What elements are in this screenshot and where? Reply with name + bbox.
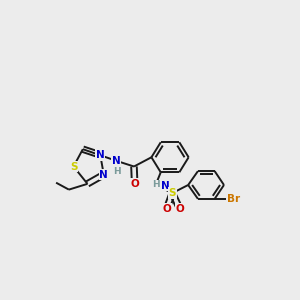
Text: N: N [112, 156, 121, 166]
Text: Br: Br [227, 194, 240, 204]
Text: N: N [99, 169, 108, 180]
Text: O: O [162, 204, 171, 214]
Text: S: S [70, 161, 77, 172]
Text: H: H [152, 181, 159, 190]
Text: N: N [96, 150, 105, 160]
Text: O: O [130, 179, 139, 189]
Text: S: S [169, 188, 176, 198]
Text: H: H [113, 167, 121, 176]
Text: O: O [176, 204, 184, 214]
Text: N: N [160, 181, 169, 191]
